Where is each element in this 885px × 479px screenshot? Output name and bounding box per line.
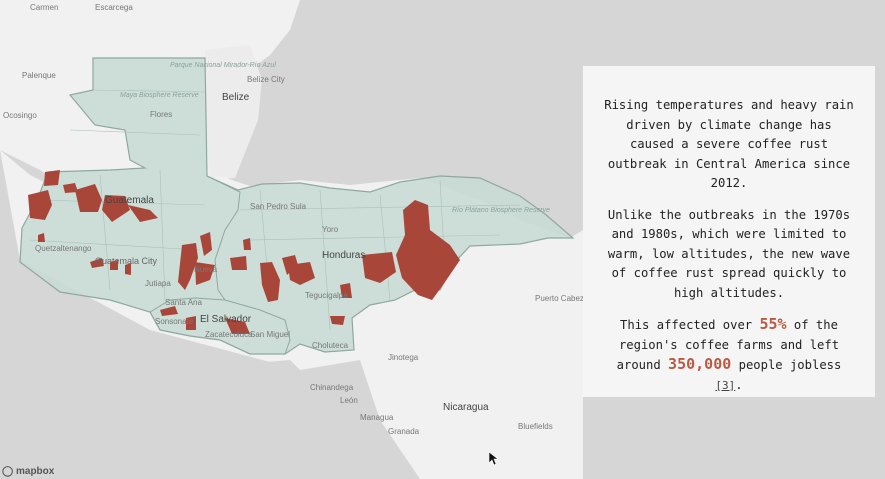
city-label: Palenque <box>22 71 56 80</box>
land-bluefields <box>560 296 583 479</box>
city-label: Puerto Cabeza <box>535 294 589 303</box>
rust-patch <box>63 183 78 193</box>
park-label: Parque Nacional Mirador-Río Azul <box>170 62 276 69</box>
mapbox-logo[interactable]: ◯ mapbox <box>2 466 55 477</box>
city-label: Managua <box>360 413 394 422</box>
rust-patch <box>38 233 45 242</box>
city-label: Zacatecoluca <box>205 330 253 339</box>
rust-patch <box>90 258 104 268</box>
country-label: Nicaragua <box>443 402 489 413</box>
rust-patch <box>340 283 352 298</box>
panel-paragraph-1: Rising temperatures and heavy rain drive… <box>604 98 854 190</box>
rust-patch <box>195 262 215 285</box>
rust-patch <box>288 262 315 285</box>
country-label: Guatemala <box>105 195 154 206</box>
coffee-rust-areas <box>28 170 460 334</box>
country-label: Honduras <box>322 250 365 261</box>
rust-patch <box>243 238 251 250</box>
mapbox-logo-text: mapbox <box>15 466 55 477</box>
mouse-cursor-icon <box>489 452 498 466</box>
info-panel: Rising temperatures and heavy rain drive… <box>583 66 875 397</box>
stat-percent: 55% <box>759 315 787 333</box>
city-label: Yoro <box>322 225 339 234</box>
land-pacific-coast <box>0 255 400 479</box>
city-label: San Pedro Sula <box>250 202 307 211</box>
rust-patch <box>75 184 102 212</box>
city-label: Jinotega <box>388 353 419 362</box>
rust-patch <box>102 195 130 222</box>
city-label: Santa Ana <box>165 298 202 307</box>
rust-patch <box>28 190 52 220</box>
rust-patch <box>225 318 250 334</box>
rust-patch <box>44 170 60 186</box>
panel-text: of the region's coffee farms and left ar… <box>616 318 840 372</box>
park-label: Río Plátano Biosphere Reserve <box>452 207 550 214</box>
panel-paragraph-2: Unlike the outbreaks in the 1970s and 19… <box>607 207 851 300</box>
city-label: Choluteca <box>312 341 349 350</box>
panel-text: people jobless <box>731 358 842 372</box>
region-el-salvador <box>149 297 291 355</box>
panel-text: . <box>735 377 743 392</box>
stat-jobless: 350,000 <box>668 355 732 373</box>
rust-patch <box>396 200 460 300</box>
rust-patch <box>330 316 345 325</box>
country-label: El Salvador <box>200 314 252 325</box>
park-label: Maya Biosphere Reserve <box>120 92 199 99</box>
rust-patch <box>362 252 396 283</box>
land-belize <box>205 45 262 180</box>
city-label: Bluefields <box>518 422 553 431</box>
city-label: Jutiapa <box>145 279 171 288</box>
city-label: Tegucigalpa <box>305 291 348 300</box>
panel-paragraph-3: This affected over 55% of the region's c… <box>601 315 857 395</box>
reference-link[interactable]: [3] <box>715 378 736 392</box>
city-label: Chinandega <box>310 383 354 392</box>
panel-text: This affected over <box>620 318 760 332</box>
rust-patch <box>178 243 198 290</box>
city-label: Sonsonate <box>155 317 194 326</box>
city-label: Quetzaltenango <box>35 244 92 253</box>
rust-patch <box>110 260 118 270</box>
rust-patch <box>186 316 196 330</box>
city-label: Carmen <box>30 3 58 12</box>
rust-patch <box>260 262 280 302</box>
rust-patch <box>230 256 247 270</box>
city-label: Granada <box>388 427 420 436</box>
city-label: Belize City <box>247 75 285 84</box>
region-border <box>206 175 241 301</box>
rust-patch <box>125 263 131 275</box>
rust-patch <box>200 232 212 256</box>
city-label: Nueva <box>194 265 218 274</box>
city-label: Belize <box>222 92 250 103</box>
rust-patch <box>160 306 178 316</box>
city-label: Ocosingo <box>3 111 37 120</box>
city-label: Guatemala City <box>95 256 158 266</box>
city-label: León <box>340 396 358 405</box>
city-label: San Miguel <box>250 330 290 339</box>
city-label: Flores <box>150 110 172 119</box>
city-label: Escarcega <box>95 3 133 12</box>
rust-patch <box>128 205 158 222</box>
